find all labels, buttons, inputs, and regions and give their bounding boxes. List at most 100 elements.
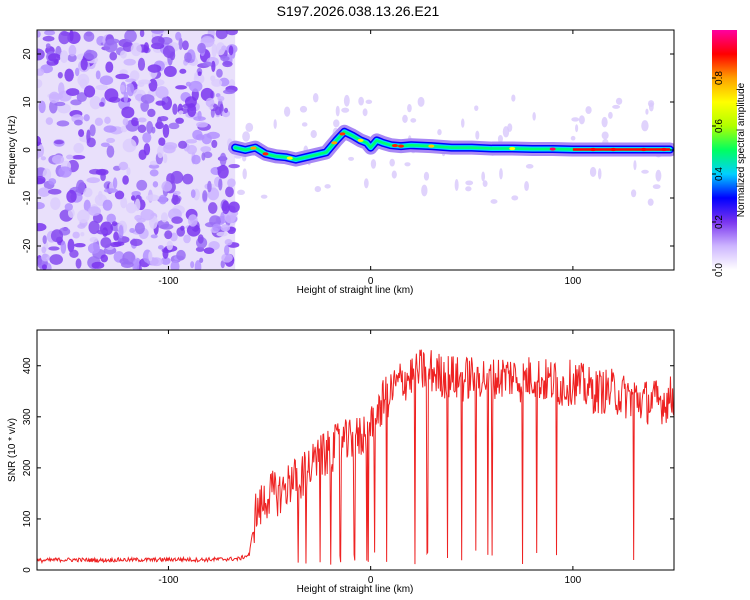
- noise-blob: [67, 53, 77, 63]
- noise-blob: [148, 251, 153, 262]
- noise-blob: [118, 225, 124, 239]
- noise-blob: [190, 189, 196, 198]
- noise-blob: [170, 260, 180, 270]
- noise-blob: [37, 144, 45, 158]
- noise-blob: [124, 30, 137, 43]
- spectrogram-ytick-label: 0: [22, 147, 33, 153]
- scatter-blob: [615, 97, 623, 105]
- noise-blob: [221, 253, 233, 263]
- scatter-blob: [465, 180, 474, 186]
- noise-blob: [178, 110, 184, 115]
- noise-blob: [126, 167, 131, 176]
- noise-blob: [70, 99, 82, 106]
- noise-blob: [223, 107, 229, 114]
- noise-blob: [120, 125, 128, 133]
- noise-blob: [106, 137, 116, 143]
- scatter-blob: [511, 195, 519, 201]
- noise-blob: [222, 60, 233, 68]
- noise-blob: [228, 45, 234, 56]
- noise-blob: [196, 121, 208, 128]
- noise-blob: [206, 131, 220, 140]
- noise-blob: [197, 42, 206, 54]
- ridge-hotspot: [250, 146, 257, 150]
- noise-blob: [197, 71, 202, 76]
- noise-blob: [199, 257, 204, 263]
- noise-blob: [221, 200, 230, 215]
- noise-blob: [91, 261, 105, 269]
- noise-blob: [220, 224, 231, 232]
- scatter-blob: [589, 166, 597, 178]
- noise-blob: [187, 103, 197, 118]
- noise-blob: [45, 117, 54, 125]
- colorbar-tick-label: 0.0: [714, 263, 725, 277]
- noise-blob: [203, 151, 213, 159]
- noise-blob: [194, 260, 202, 270]
- noise-blob: [149, 169, 159, 177]
- noise-blob: [122, 175, 129, 185]
- noise-blob: [219, 152, 227, 167]
- ridge-hotspot: [339, 132, 346, 136]
- scatter-blob: [570, 135, 576, 141]
- noise-blob: [221, 45, 227, 51]
- noise-blob: [166, 240, 174, 251]
- noise-blob: [53, 139, 64, 145]
- snr-ytick-label: 100: [22, 510, 33, 527]
- scatter-blob: [652, 184, 661, 190]
- noise-blob: [47, 53, 61, 62]
- noise-blob: [119, 69, 128, 75]
- noise-blob: [95, 168, 109, 176]
- noise-blob: [96, 229, 108, 235]
- noise-blob: [139, 30, 145, 38]
- scatter-blob: [314, 186, 322, 193]
- snr-frame: [36, 329, 675, 571]
- noise-blob: [48, 188, 62, 195]
- noise-blob: [99, 101, 105, 107]
- noise-blob: [56, 120, 70, 127]
- scatter-blob: [524, 181, 529, 192]
- noise-blob: [122, 118, 129, 126]
- noise-blob: [158, 194, 168, 205]
- noise-blob: [73, 142, 84, 154]
- noise-blob: [218, 178, 223, 191]
- noise-blob: [161, 181, 173, 192]
- colorbar-tick-label: 0.4: [714, 167, 725, 181]
- noise-blob: [100, 237, 112, 248]
- scatter-blob: [571, 117, 580, 122]
- noise-blob: [67, 238, 75, 253]
- noise-blob: [214, 106, 222, 116]
- noise-blob: [89, 124, 96, 137]
- noise-blob: [126, 202, 137, 214]
- noise-blob: [44, 30, 56, 36]
- scatter-blob: [335, 105, 340, 117]
- noise-blob: [184, 52, 192, 63]
- scatter-blob: [237, 189, 245, 196]
- noise-blob: [64, 203, 73, 211]
- noise-blob: [211, 43, 217, 58]
- noise-blob: [103, 188, 118, 193]
- scatter-blob: [641, 120, 649, 132]
- noise-blob: [195, 134, 205, 141]
- noise-blob: [212, 223, 222, 232]
- noise-blob: [83, 85, 96, 98]
- noise-blob: [183, 234, 191, 244]
- scatter-blob: [310, 130, 317, 139]
- scatter-blob: [578, 115, 585, 125]
- noise-blob: [48, 178, 57, 185]
- noise-blob: [48, 91, 60, 104]
- ridge-hotspot: [549, 147, 556, 151]
- snr-xtick-label: 100: [565, 575, 582, 586]
- scatter-blob: [497, 134, 503, 143]
- noise-blob: [76, 179, 86, 194]
- noise-blob: [160, 257, 171, 265]
- noise-blob: [123, 91, 129, 104]
- noise-blob: [77, 223, 86, 229]
- noise-blob: [67, 31, 81, 45]
- scatter-blob: [273, 119, 277, 129]
- noise-blob: [163, 65, 177, 77]
- noise-blob: [171, 216, 183, 224]
- noise-blob: [37, 68, 45, 76]
- noise-blob: [37, 175, 46, 185]
- scatter-blob: [645, 108, 649, 115]
- noise-blob: [152, 181, 159, 188]
- ridge-hotspot: [262, 152, 269, 156]
